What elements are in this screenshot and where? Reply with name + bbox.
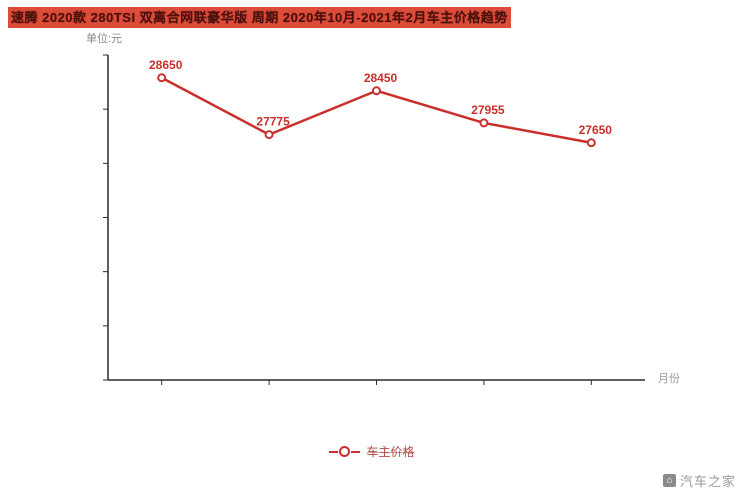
data-point-label: 27650 xyxy=(579,123,613,137)
x-axis-label: 月份 xyxy=(658,373,680,385)
line-chart: 28650 27775 28450 27955 27650 xyxy=(103,54,645,385)
y-axis-unit-label: 单位:元 xyxy=(86,33,123,45)
data-point[interactable] xyxy=(479,118,489,128)
data-point[interactable] xyxy=(372,86,381,96)
chart-svg: 28650 27775 28450 27955 27650 xyxy=(103,54,645,385)
data-point[interactable] xyxy=(586,138,596,148)
data-point[interactable] xyxy=(264,130,274,140)
data-point-label: 28450 xyxy=(364,71,398,85)
legend-line-marker-icon xyxy=(329,446,361,457)
chart-title: 速腾 2020款 280TSI 双离合网联豪华版 周期 2020年10月-202… xyxy=(8,7,511,28)
watermark: ⌂ 汽车之家 xyxy=(662,471,736,490)
data-point-label: 27955 xyxy=(471,103,505,117)
data-point[interactable] xyxy=(157,73,167,83)
legend-label: 车主价格 xyxy=(366,445,415,459)
autohome-logo-icon: ⌂ xyxy=(662,474,676,487)
legend-item-owner-price[interactable]: 车主价格 xyxy=(0,443,744,460)
watermark-text: 汽车之家 xyxy=(679,474,736,489)
data-point-label: 27775 xyxy=(256,115,290,129)
data-point-label: 28650 xyxy=(149,58,183,72)
